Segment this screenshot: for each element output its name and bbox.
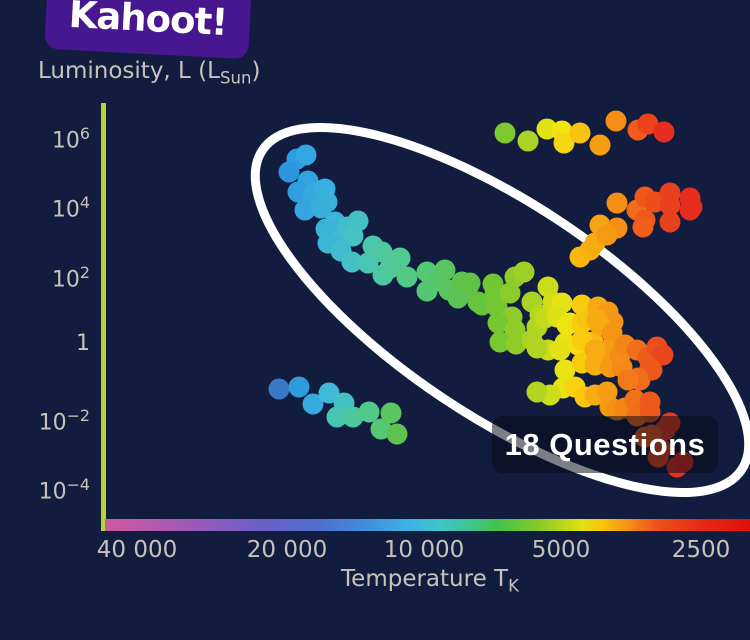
y-tick: 102 (51, 263, 90, 293)
x-tick: 40 000 (96, 537, 178, 563)
star-point (396, 266, 418, 288)
star-point (526, 381, 548, 403)
star-point (505, 333, 527, 355)
star-point (586, 309, 608, 331)
y-tick: 10−2 (38, 406, 90, 436)
star-point (278, 161, 300, 183)
star-point (632, 216, 654, 238)
star-point (386, 423, 408, 445)
star-point (326, 406, 348, 428)
question-count-badge: 18 Questions (492, 416, 718, 473)
star-point (494, 122, 516, 144)
y-axis-line (101, 103, 106, 531)
temperature-colorbar-axis (105, 519, 750, 531)
star-point (659, 194, 681, 216)
star-point (447, 287, 469, 309)
star-point (302, 393, 324, 415)
star-point (342, 406, 364, 428)
star-point (606, 192, 628, 214)
star-point (554, 359, 576, 381)
y-tick: 10−4 (38, 475, 90, 505)
star-point (295, 144, 317, 166)
star-point (589, 134, 611, 156)
star-point (605, 110, 627, 132)
star-point (416, 280, 438, 302)
y-tick: 1 (76, 331, 90, 356)
star-point (617, 369, 639, 391)
x-tick: 2500 (671, 537, 731, 563)
star-point (637, 113, 659, 135)
x-tick: 5000 (531, 537, 591, 563)
star-point (596, 224, 618, 246)
x-axis-label: Temperature TK (0, 566, 750, 596)
star-point (294, 199, 316, 221)
star-point (499, 282, 521, 304)
ellipse-outline (250, 122, 750, 498)
star-point (434, 259, 456, 281)
star-point (371, 241, 393, 263)
star-point (341, 251, 363, 273)
star-point (513, 261, 535, 283)
star-point (288, 376, 310, 398)
y-tick: 104 (51, 193, 90, 223)
star-point (653, 121, 675, 143)
star-point (379, 257, 401, 279)
star-point (659, 211, 681, 233)
star-point (380, 402, 402, 424)
question-count-label: 18 Questions (504, 426, 706, 462)
star-point (268, 378, 290, 400)
star-point (489, 331, 511, 353)
star-point (342, 225, 364, 247)
star-point (370, 418, 392, 440)
x-tick: 20 000 (246, 537, 328, 563)
x-tick: 10 000 (383, 537, 465, 563)
star-point (569, 122, 591, 144)
star-point (553, 132, 575, 154)
y-axis-label: Luminosity, L (LSun) (38, 58, 261, 88)
star-point (549, 339, 571, 361)
star-point (517, 130, 539, 152)
kahoot-logo-text: Kahoot! (67, 0, 229, 44)
star-point (487, 312, 509, 334)
star-point (459, 272, 481, 294)
y-tick: 106 (51, 124, 90, 154)
star-point (526, 337, 548, 359)
star-point (358, 401, 380, 423)
x-axis-label-text: Temperature TK (341, 566, 519, 596)
star-point (310, 197, 332, 219)
star-point (679, 199, 701, 221)
